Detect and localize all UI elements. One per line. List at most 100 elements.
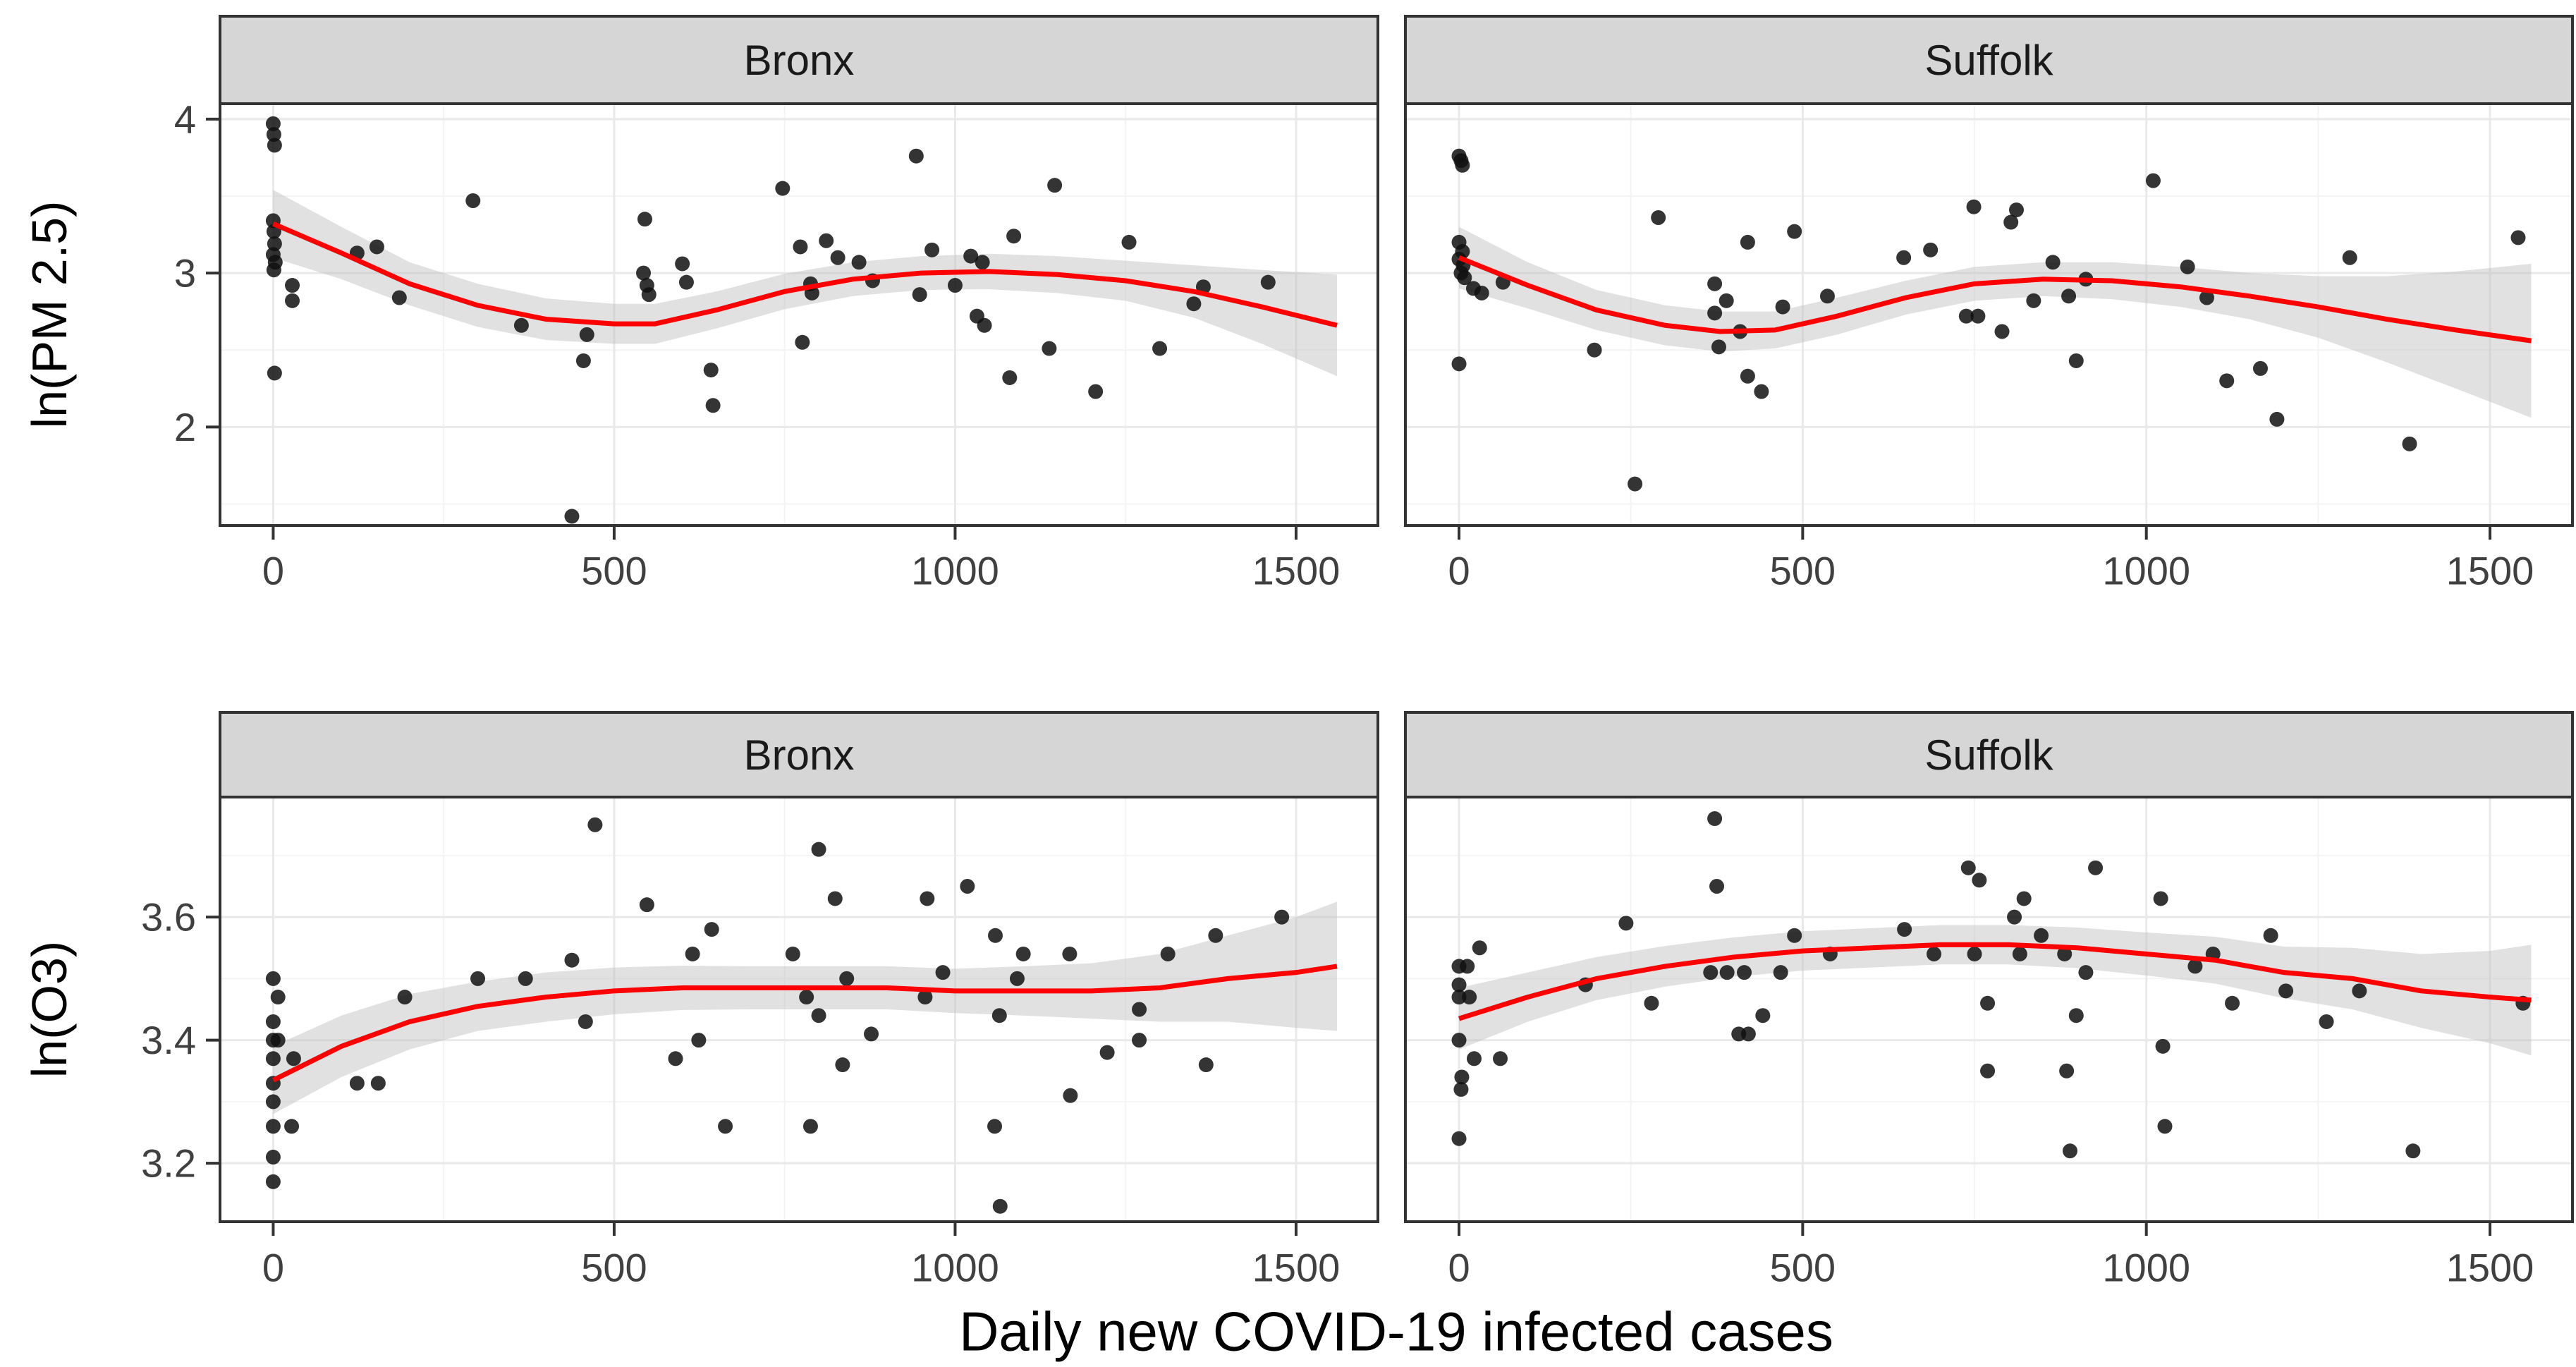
data-point (2342, 250, 2357, 265)
x-tick-label: 1500 (1252, 549, 1341, 593)
x-axis-title: Daily new COVID-19 infected cases (959, 1300, 1833, 1363)
data-point (1587, 342, 1602, 358)
data-point (1980, 995, 1996, 1011)
y-tick-label: 3.2 (141, 1141, 196, 1186)
data-point (2402, 436, 2417, 451)
data-point (947, 278, 963, 293)
data-point (1462, 990, 1477, 1005)
data-point (1970, 308, 1986, 324)
loess-smooth-line (272, 221, 1338, 328)
data-point (265, 1174, 281, 1189)
data-point (575, 353, 591, 368)
data-point (1703, 965, 1719, 980)
y-tick-label: 3 (174, 251, 196, 296)
data-point (1927, 946, 1942, 961)
data-point (265, 971, 281, 986)
data-point (513, 317, 529, 333)
panel-background (1405, 104, 2572, 525)
data-point (703, 363, 719, 378)
data-point (1755, 1008, 1771, 1023)
panel-suffolk-row2: 0 500 1000 1500 (1404, 711, 2574, 1290)
data-point (587, 817, 603, 832)
data-point (2034, 928, 2049, 943)
data-point (266, 127, 281, 142)
data-point (349, 1076, 365, 1091)
data-point (2252, 360, 2268, 376)
data-point (793, 239, 808, 255)
data-point (1923, 242, 1939, 257)
data-point (839, 971, 855, 986)
data-point (1474, 285, 1489, 300)
data-point (908, 148, 924, 164)
data-point (2088, 860, 2104, 875)
data-point (369, 239, 384, 255)
loess-smooth-line (1458, 942, 2532, 1021)
x-tick-label: 500 (1770, 549, 1836, 593)
data-point (1451, 1033, 1467, 1048)
data-point (2068, 353, 2084, 368)
data-point (827, 891, 843, 906)
data-point (641, 287, 657, 303)
data-point (1773, 965, 1788, 980)
data-point (1451, 990, 1467, 1005)
data-point (2045, 255, 2061, 270)
data-point (1454, 1069, 1470, 1085)
x-tick-label: 1000 (2102, 1246, 2190, 1290)
data-point (2199, 290, 2214, 305)
data-point (1006, 229, 1022, 244)
data-point (775, 181, 790, 196)
data-point (1972, 873, 1987, 888)
data-point (1152, 341, 1168, 356)
data-point (705, 398, 721, 413)
data-point (1460, 959, 1475, 974)
data-point (1088, 384, 1104, 399)
data-point (924, 242, 940, 257)
data-point (1740, 234, 1755, 250)
data-point (1651, 210, 1666, 226)
data-point (636, 265, 652, 281)
panel-bronx-row1: 0 500 1000 1500 4 3 2 (174, 15, 1379, 593)
data-point (266, 262, 281, 278)
data-point (1896, 250, 1912, 265)
data-point (1709, 879, 1725, 894)
y-tick-label: 2 (174, 405, 196, 449)
data-point (1819, 288, 1835, 304)
data-point (2187, 959, 2203, 974)
data-point (1711, 339, 1726, 355)
x-tick-label: 1000 (2102, 549, 2190, 593)
data-point (2007, 909, 2022, 925)
data-point (2225, 995, 2240, 1011)
data-point (799, 990, 814, 1005)
data-point (835, 1057, 850, 1073)
data-point (2059, 1063, 2075, 1079)
data-point (370, 1076, 386, 1091)
data-point (391, 290, 407, 305)
data-point (284, 1119, 300, 1134)
data-point (1740, 1026, 1756, 1042)
panel-bronx-row2: 0 500 1000 1500 3.6 3.4 3.2 (141, 711, 1379, 1290)
data-point (1453, 1081, 1469, 1097)
data-point (1160, 946, 1176, 961)
confidence-ribbon (273, 901, 1337, 1114)
data-point (1994, 324, 2010, 339)
data-point (265, 116, 281, 131)
data-point (2026, 293, 2041, 308)
data-point (851, 255, 867, 270)
y-axis-title-o3: ln(O3) (22, 940, 77, 1079)
data-point (819, 233, 834, 248)
data-point (564, 509, 580, 524)
data-point (637, 212, 652, 227)
data-point (265, 1094, 281, 1110)
data-point (785, 946, 800, 961)
data-point (1198, 1057, 1214, 1073)
data-point (1966, 199, 1982, 214)
data-point (975, 255, 990, 270)
data-point (1787, 224, 1802, 239)
data-point (2008, 202, 2024, 218)
data-point (2157, 1119, 2173, 1134)
data-point (270, 1033, 286, 1048)
y-tick-label: 3.6 (141, 895, 196, 940)
facet-strip (1404, 15, 2574, 105)
data-point (668, 1051, 683, 1067)
